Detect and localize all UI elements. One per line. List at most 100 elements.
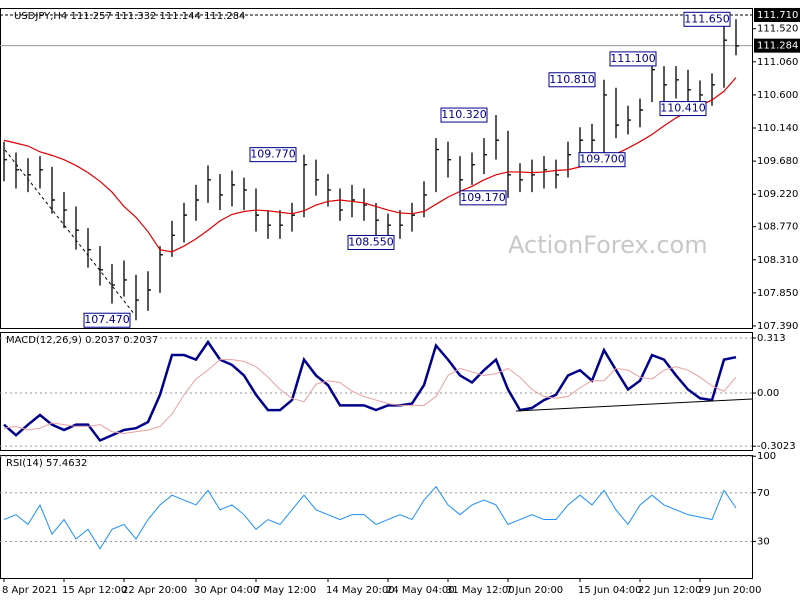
- ohlc-bar: [483, 138, 487, 175]
- ohlc-bar: [567, 141, 571, 178]
- x-tick-label: 7 Jun 20:00: [506, 585, 563, 596]
- annotation: 109.700: [579, 153, 625, 166]
- annotation: 111.650: [684, 12, 730, 25]
- ohlc-bar: [27, 158, 31, 193]
- macd-line: [3, 339, 737, 443]
- ohlc-bar: [495, 115, 499, 160]
- ohlc-bar: [39, 156, 43, 189]
- ohlc-bar: [675, 66, 679, 99]
- ohlc-bar: [375, 202, 379, 236]
- ohlc-bar: [147, 271, 151, 311]
- price-label: 111.710: [757, 10, 798, 21]
- x-tick-label: 15 Apr 12:00: [62, 585, 127, 596]
- ohlc-bar: [111, 264, 115, 304]
- rsi-line: [3, 485, 737, 550]
- watermark: ActionForex.com: [508, 231, 708, 259]
- ohlc-bar: [315, 159, 319, 196]
- y-tick-label: 70: [757, 488, 770, 499]
- annotation-box: [347, 234, 395, 250]
- y-tick-label: 0.313: [757, 333, 786, 344]
- ohlc-bar: [195, 184, 199, 221]
- y-tick-label: 107.850: [757, 288, 798, 299]
- annotation: 110.320: [441, 108, 487, 121]
- y-tick-label: 108.770: [757, 222, 798, 233]
- panel-frame: [0, 8, 753, 329]
- x-tick-label: 30 Apr 04:00: [194, 585, 259, 596]
- y-tick-label: 111.060: [757, 57, 798, 68]
- annotation-box: [440, 107, 488, 123]
- x-tick-label: 24 May 04:00: [386, 585, 455, 596]
- panel-title: RSI(14) 57.4632: [6, 458, 87, 469]
- ohlc-bar: [243, 177, 247, 211]
- y-tick-label: 30: [757, 536, 770, 547]
- annotation-box: [249, 147, 297, 163]
- panel-title: USDJPY,H4 111.257 111.332 111.144 111.28…: [14, 11, 245, 22]
- y-tick-label: 100: [757, 451, 776, 462]
- annotation: 107.470: [84, 313, 130, 326]
- x-tick-label: 7 May 12:00: [254, 585, 316, 596]
- x-tick-label: 22 Apr 20:00: [122, 585, 187, 596]
- annotation-box: [83, 312, 131, 328]
- ohlc-bar: [267, 210, 271, 239]
- ohlc-bar: [15, 152, 19, 189]
- ohlc-bar: [399, 210, 403, 239]
- x-tick-label: 8 Apr 2021: [2, 585, 57, 596]
- ohlc-bar: [411, 202, 415, 232]
- panel-frame: [0, 332, 753, 451]
- ohlc-bar: [603, 79, 607, 157]
- ohlc-bar: [99, 246, 103, 286]
- ohlc-bar: [231, 170, 235, 207]
- x-tick-label: 29 Jun 20:00: [698, 585, 762, 596]
- ohlc-bar: [471, 152, 475, 185]
- trendline: [515, 398, 753, 412]
- y-tick-label: 107.390: [757, 321, 798, 332]
- ohlc-bar: [519, 163, 523, 193]
- ohlc-bar: [639, 98, 643, 128]
- annotation-box: [609, 51, 657, 67]
- ohlc-bar: [63, 192, 67, 229]
- ohlc-bar: [183, 202, 187, 243]
- ohlc-bar: [303, 154, 307, 218]
- ohlc-bar: [447, 141, 451, 178]
- drawn-trendline: [4, 149, 136, 316]
- y-tick-label: 109.680: [757, 156, 798, 167]
- x-tick-label: 31 May 12:00: [446, 585, 515, 596]
- panel-frame: [0, 455, 753, 579]
- ohlc-bar: [627, 105, 631, 135]
- ohlc-bar: [279, 210, 283, 239]
- price-label: 111.284: [757, 41, 798, 52]
- y-tick-label: 110.140: [757, 123, 798, 134]
- annotation-box: [548, 72, 596, 88]
- y-tick-label: 108.310: [757, 255, 798, 266]
- ohlc-bar: [291, 202, 295, 232]
- annotation: 111.100: [610, 52, 656, 65]
- ohlc-bar: [219, 174, 223, 211]
- ohlc-bar: [735, 19, 739, 56]
- signal-line: [3, 359, 737, 434]
- annotation-box: [578, 152, 626, 168]
- x-tick-label: 22 Jun 12:00: [638, 585, 702, 596]
- y-tick-label: 110.600: [757, 90, 798, 101]
- ohlc-bar: [123, 260, 127, 297]
- ohlc-bar: [459, 156, 463, 196]
- annotation-box: [459, 190, 507, 206]
- ohlc-bar: [555, 159, 559, 189]
- y-tick-label: 111.520: [757, 24, 798, 35]
- price-label-box: [754, 7, 800, 22]
- y-tick-label: -0.3023: [757, 441, 796, 452]
- ohlc-bar: [171, 220, 175, 257]
- ohlc-bar: [531, 159, 535, 193]
- x-tick-label: 15 Jun 04:00: [578, 585, 642, 596]
- annotation-box: [683, 11, 731, 27]
- panel-title: MACD(12,26,9) 0.2037 0.2037: [6, 335, 158, 346]
- ohlc-bar: [207, 165, 211, 203]
- annotation: 110.410: [660, 102, 706, 115]
- ohlc-bar: [135, 274, 139, 321]
- price-label-box: [754, 38, 800, 53]
- annotation-box: [659, 101, 707, 117]
- ohlc-bar: [687, 69, 691, 106]
- ohlc-bar: [711, 73, 715, 106]
- ohlc-bar: [507, 130, 511, 198]
- ohlc-bar: [159, 246, 163, 293]
